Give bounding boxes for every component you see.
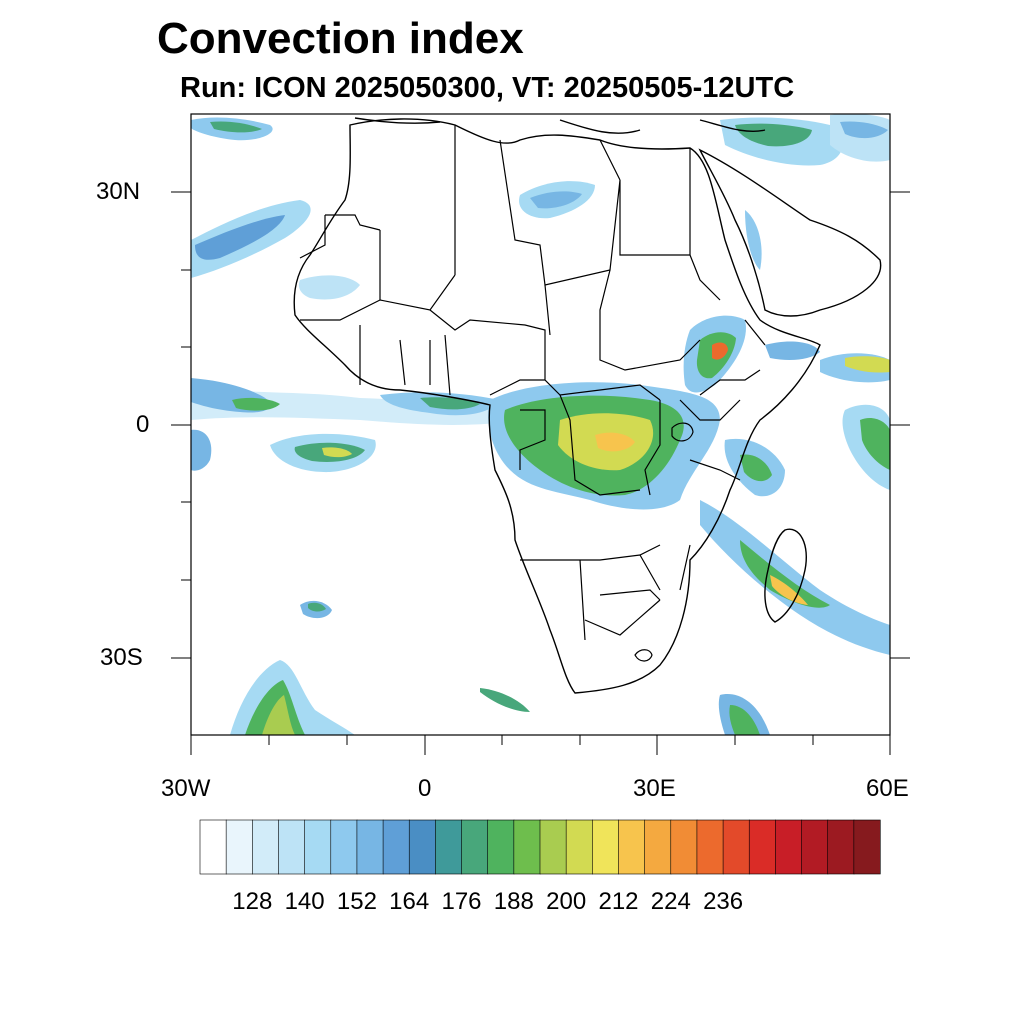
field-libya-core: [530, 191, 582, 209]
colorbar-swatch: [592, 819, 620, 875]
field-itcz-band: [191, 385, 520, 425]
africa-coastline: [293, 118, 821, 694]
colorbar-label: 200: [546, 888, 587, 915]
colorbar-swatch: [408, 819, 436, 875]
colorbar-swatch: [696, 819, 724, 875]
colorbar-label: 212: [598, 888, 639, 915]
field-west-sahara: [298, 275, 360, 300]
colorbar-swatch: [853, 819, 881, 875]
colorbar-swatch: [252, 819, 280, 875]
convection-field: [191, 114, 890, 735]
field-mozambique-peak: [770, 575, 808, 605]
x-tick-30w: 30W: [161, 775, 211, 802]
colorbar-swatch: [382, 819, 410, 875]
field-tristan-cell: [480, 688, 530, 712]
colorbar-swatch: [304, 819, 332, 875]
borders-central: [489, 360, 661, 496]
y-tick-0: 0: [136, 411, 150, 438]
country-borders: [299, 125, 766, 662]
colorbar-swatch: [801, 819, 829, 875]
colorbar-swatch: [199, 819, 227, 875]
lake-victoria: [671, 422, 694, 442]
colorbar-swatch: [278, 819, 306, 875]
borders-sahel: [300, 254, 721, 371]
y-tick-30n: 30N: [96, 178, 141, 205]
colorbar-label: 152: [336, 888, 377, 915]
colorbar-label: 236: [703, 888, 744, 915]
coastlines: [293, 117, 882, 694]
field-red-sea: [745, 210, 762, 270]
field-nw-atlantic-north-core: [210, 121, 262, 133]
field-congo-peak: [595, 432, 635, 452]
x-tick-0: 0: [418, 775, 432, 802]
axis-ticks: [171, 191, 910, 755]
colorbar-swatch: [461, 819, 489, 875]
colorbar-swatch: [748, 819, 776, 875]
colorbar-swatch: [330, 819, 358, 875]
borders-south: [520, 544, 691, 641]
field-east-africa-core: [740, 454, 772, 482]
field-iran-core: [840, 121, 888, 139]
field-ethiopia-peak: [712, 342, 728, 360]
field-sw-indian-south-core: [729, 705, 760, 735]
colorbar-label: 140: [284, 888, 325, 915]
colorbar-label: 176: [441, 888, 482, 915]
chart-title: Convection index: [157, 14, 524, 63]
europe-coast: [354, 117, 766, 134]
colorbar-swatch: [775, 819, 803, 875]
field-st-helena-core: [308, 602, 326, 612]
field-arabia-core: [735, 123, 812, 147]
colorbar-swatch: [225, 819, 253, 875]
colorbar-swatch: [644, 819, 672, 875]
colorbar: [199, 819, 881, 875]
colorbar-label: 188: [493, 888, 534, 915]
x-tick-60e: 60E: [866, 775, 909, 802]
field-mozambique-band: [700, 500, 890, 655]
chart-subtitle: Run: ICON 2025050300, VT: 20250505-12UTC: [180, 72, 795, 104]
y-tick-30s: 30S: [100, 644, 143, 671]
colorbar-swatch: [827, 819, 855, 875]
colorbar-swatch: [670, 819, 698, 875]
field-horn: [765, 341, 820, 360]
x-tick-30e: 30E: [633, 775, 676, 802]
colorbar-swatch: [356, 819, 384, 875]
colorbar-swatch: [435, 819, 463, 875]
field-west-edge: [191, 429, 212, 471]
field-south-atlantic-low-peak: [262, 695, 295, 735]
lesotho: [634, 649, 653, 662]
borders-west-africa: [359, 325, 451, 396]
field-itcz-green: [232, 397, 280, 411]
field-south-atlantic-peak: [322, 447, 352, 458]
colorbar-label: 224: [650, 888, 691, 915]
colorbar-swatch: [513, 819, 541, 875]
madagascar-coastline: [764, 528, 807, 623]
colorbar-swatch: [618, 819, 646, 875]
borders-north: [299, 125, 690, 311]
arabia-coastline: [698, 148, 882, 317]
colorbar-label: 164: [389, 888, 430, 915]
borders-east: [679, 319, 766, 481]
field-east-ocean-south-core: [860, 418, 890, 470]
field-east-ocean-core: [845, 356, 890, 373]
colorbar-swatch: [487, 819, 515, 875]
colorbar-swatch: [722, 819, 750, 875]
colorbar-swatch: [539, 819, 567, 875]
colorbar-label: 128: [232, 888, 273, 915]
colorbar-swatch: [565, 819, 593, 875]
field-nw-atlantic-core: [195, 215, 285, 260]
